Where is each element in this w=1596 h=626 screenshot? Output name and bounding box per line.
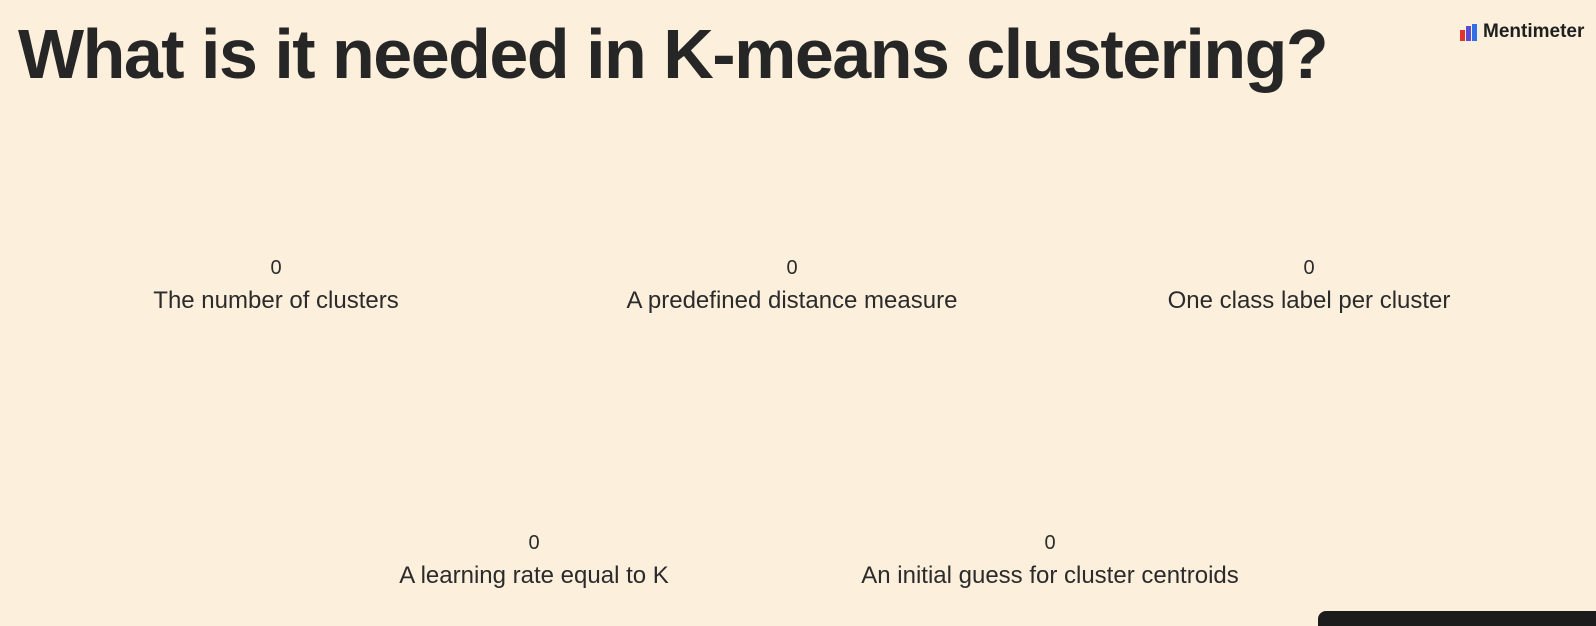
option-count: 0 xyxy=(528,532,540,554)
question-title: What is it needed in K-means clustering? xyxy=(18,15,1329,93)
option-count: 0 xyxy=(270,257,282,279)
option-5: 0 An initial guess for cluster centroids xyxy=(820,531,1280,591)
mentimeter-brand: Mentimeter xyxy=(1460,20,1584,44)
option-1: 0 The number of clusters xyxy=(46,256,506,316)
option-count: 0 xyxy=(1044,532,1056,554)
option-3: 0 One class label per cluster xyxy=(1079,256,1539,316)
option-4: 0 A learning rate equal to K xyxy=(304,531,764,591)
option-count: 0 xyxy=(1303,257,1315,279)
option-label: One class label per cluster xyxy=(1167,287,1451,314)
option-label: A learning rate equal to K xyxy=(399,562,669,589)
presenter-toolbar[interactable] xyxy=(1318,611,1596,626)
brand-name: Mentimeter xyxy=(1483,21,1585,42)
option-2: 0 A predefined distance measure xyxy=(562,256,1022,316)
option-label: An initial guess for cluster centroids xyxy=(861,562,1239,589)
option-label: A predefined distance measure xyxy=(626,287,958,314)
option-label: The number of clusters xyxy=(153,287,399,314)
option-count: 0 xyxy=(786,257,798,279)
mentimeter-logo-icon xyxy=(1460,23,1477,41)
